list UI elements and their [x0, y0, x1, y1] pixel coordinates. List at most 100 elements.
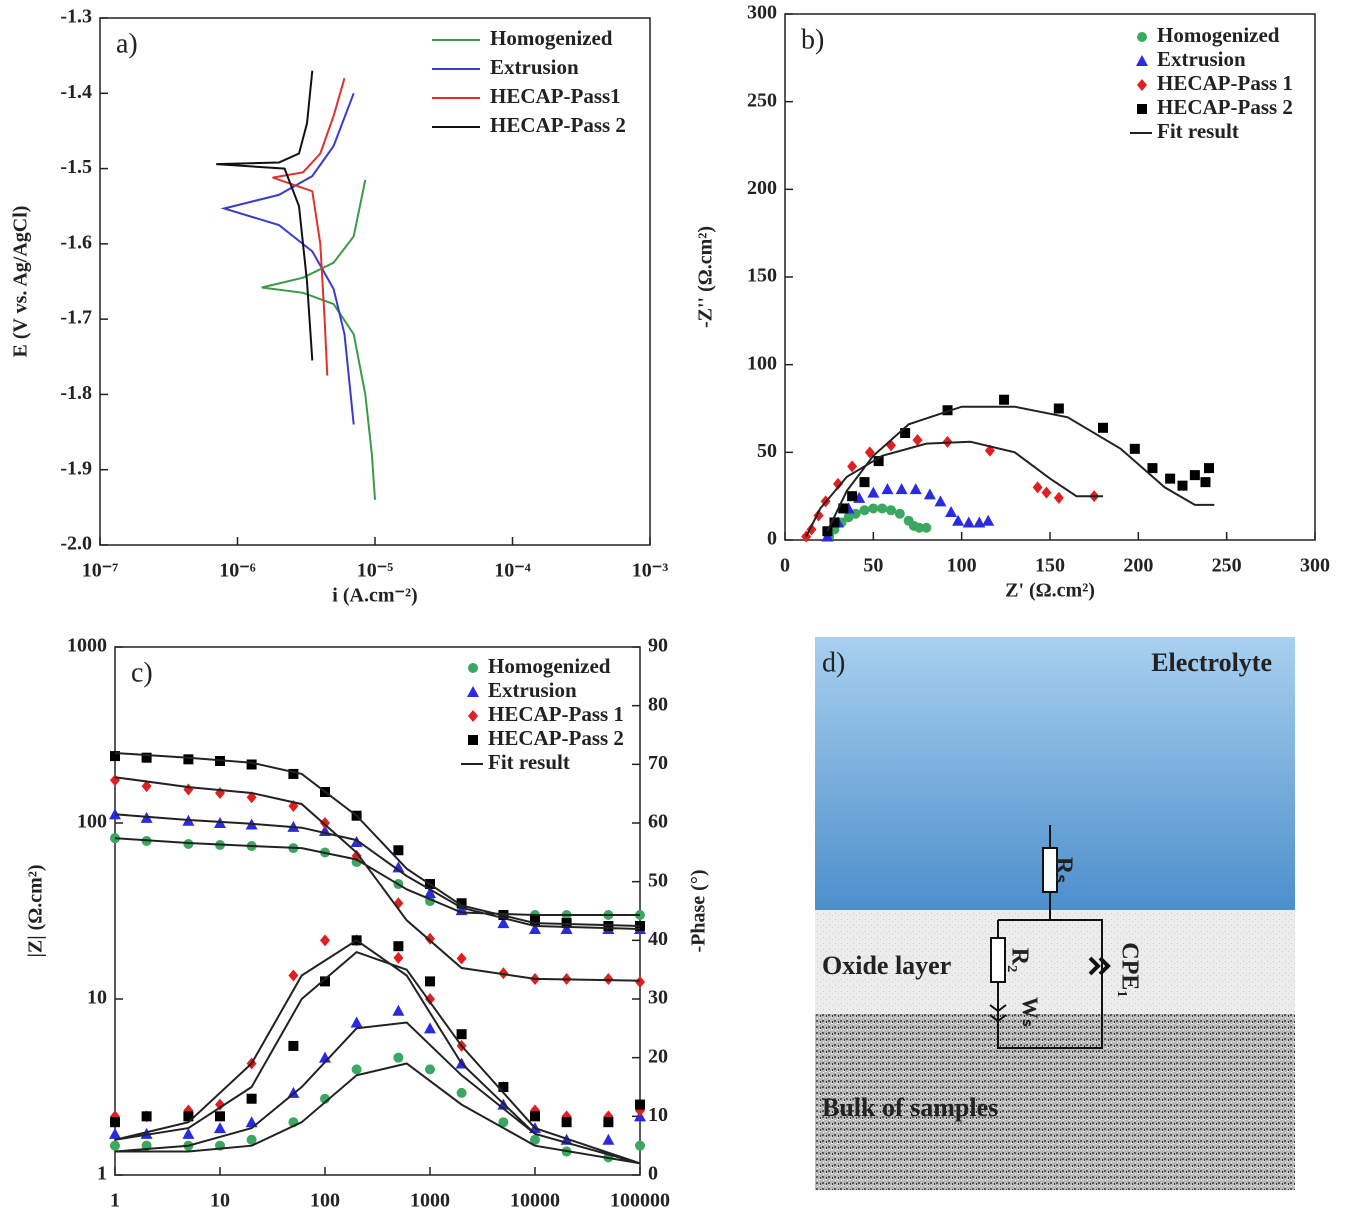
- point: [425, 976, 435, 987]
- series-line: [114, 752, 641, 982]
- cpe: [1088, 956, 1111, 976]
- point: [393, 941, 404, 952]
- x-tick-label: 10000: [510, 1190, 560, 1210]
- legend-swatch: [1137, 32, 1147, 42]
- point: [183, 754, 194, 765]
- point: [320, 934, 330, 947]
- x-tick-label: 10⁻⁵: [357, 560, 394, 582]
- point: [1129, 443, 1140, 454]
- point: [393, 1052, 404, 1063]
- point: [214, 1122, 226, 1134]
- point: [530, 915, 540, 926]
- y-tick-label: -1.8: [60, 382, 92, 404]
- y-tick-label: 300: [747, 2, 777, 24]
- legend-swatch: [467, 686, 479, 697]
- resistor-r2: [990, 937, 1006, 983]
- point: [602, 1133, 615, 1145]
- point: [392, 861, 405, 873]
- point: [456, 1087, 467, 1098]
- point: [215, 1111, 225, 1122]
- point: [603, 972, 614, 985]
- panel-label: a): [116, 28, 138, 59]
- point: [895, 483, 908, 495]
- point: [982, 514, 995, 526]
- element-label: R₂: [1006, 948, 1032, 973]
- point: [110, 1117, 120, 1128]
- x-tick-label: 1: [110, 1190, 120, 1210]
- point: [498, 1082, 509, 1092]
- point: [912, 434, 923, 447]
- point: [424, 887, 436, 899]
- point: [425, 993, 435, 1005]
- series-line: [216, 70, 314, 361]
- point: [498, 1117, 509, 1128]
- legend-label: HECAP-Pass 2: [488, 726, 624, 750]
- y-tick-label: 200: [747, 177, 777, 199]
- x-tick-label: 10⁻⁴: [494, 560, 531, 582]
- series-line: [114, 939, 641, 1165]
- point: [141, 780, 152, 793]
- point: [973, 516, 986, 528]
- series-line: [261, 179, 376, 500]
- y-tick-label: -1.5: [60, 156, 92, 178]
- y-axis-label: -Z'' (Ω.cm²): [695, 226, 717, 328]
- y-tick-label: -1.3: [60, 6, 92, 28]
- point: [1053, 403, 1064, 414]
- point: [351, 1064, 362, 1075]
- y2-tick-label: 80: [648, 693, 668, 715]
- legend-swatch: [468, 735, 478, 745]
- point: [1177, 480, 1188, 491]
- point: [497, 917, 510, 929]
- y2-tick-label: 20: [648, 1045, 668, 1067]
- point: [141, 1111, 152, 1122]
- point: [109, 1127, 121, 1139]
- layer-label: Oxide layer: [822, 951, 951, 980]
- panel-label: b): [801, 24, 824, 55]
- legend-swatch: [1137, 79, 1147, 91]
- point: [868, 503, 879, 514]
- legend-label: HECAP-Pass 2: [490, 113, 626, 137]
- x-tick-label: 300: [1300, 555, 1330, 577]
- resistor-rs: [1042, 847, 1058, 893]
- x-tick-label: 10⁻³: [632, 560, 669, 582]
- x-tick-label: 100: [947, 555, 977, 577]
- point: [864, 446, 875, 459]
- point: [894, 508, 905, 519]
- layer-label: Bulk of samples: [822, 1093, 998, 1122]
- panel-label: c): [131, 657, 153, 688]
- point: [350, 1016, 363, 1028]
- x-tick-label: 250: [1212, 555, 1242, 577]
- point: [561, 1117, 572, 1128]
- y2-axis-label: -Phase (°): [688, 870, 710, 953]
- legend-swatch: [468, 710, 478, 722]
- point: [183, 1111, 194, 1122]
- x-tick-label: 150: [1035, 555, 1065, 577]
- x-tick-label: 10⁻⁶: [219, 560, 256, 582]
- element-label: CPE₁: [1116, 942, 1142, 997]
- point: [530, 1134, 540, 1145]
- y2-tick-label: 50: [648, 869, 668, 891]
- point: [942, 405, 953, 416]
- point: [962, 516, 975, 528]
- point: [999, 394, 1010, 405]
- series-line: [805, 405, 1215, 537]
- point: [635, 1099, 645, 1110]
- point: [900, 428, 911, 439]
- point: [847, 491, 858, 502]
- point: [215, 1098, 225, 1111]
- x-tick-label: 100: [310, 1190, 340, 1210]
- y-tick-label: 250: [747, 89, 777, 111]
- y-tick-label: 100: [747, 352, 777, 374]
- legend-label: HECAP-Pass1: [490, 84, 621, 108]
- point: [847, 460, 858, 473]
- y-tick-label: 0: [767, 528, 777, 550]
- y-tick-label: 1000: [67, 635, 107, 657]
- element-label: Wₛ: [1018, 997, 1043, 1027]
- y-tick-label: 10: [87, 987, 107, 1009]
- y-tick-label: 100: [77, 811, 107, 833]
- legend-label: Homogenized: [490, 26, 613, 50]
- point: [183, 783, 194, 796]
- warburg: [989, 1004, 1007, 1023]
- diagram: d) Electrolyte Oxide layer Bulk of sampl…: [815, 637, 1295, 1190]
